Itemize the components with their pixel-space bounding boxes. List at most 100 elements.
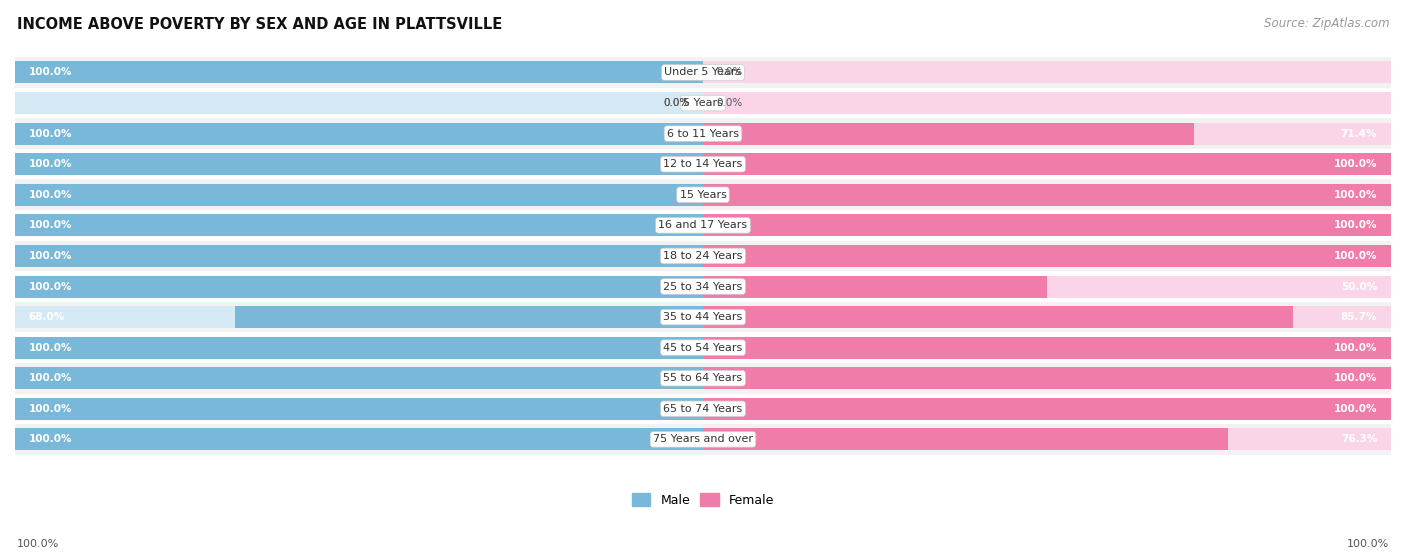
Legend: Male, Female: Male, Female	[627, 489, 779, 512]
Text: 100.0%: 100.0%	[1334, 343, 1378, 353]
Text: 100.0%: 100.0%	[28, 159, 72, 169]
Bar	[703, 337, 1391, 359]
Text: 15 Years: 15 Years	[679, 190, 727, 200]
Bar	[703, 153, 1391, 175]
Text: 100.0%: 100.0%	[17, 539, 59, 549]
Bar	[15, 153, 703, 175]
Bar	[15, 61, 703, 83]
Text: Under 5 Years: Under 5 Years	[665, 68, 741, 78]
Bar	[703, 276, 1047, 297]
Bar	[703, 153, 1391, 175]
Bar	[703, 92, 1391, 114]
Bar	[703, 184, 1391, 206]
Text: 35 to 44 Years: 35 to 44 Years	[664, 312, 742, 322]
Text: 100.0%: 100.0%	[1334, 251, 1378, 261]
Text: 100.0%: 100.0%	[1334, 159, 1378, 169]
Bar	[15, 333, 1391, 363]
Bar	[15, 210, 1391, 240]
Bar	[703, 367, 1391, 389]
Bar	[15, 88, 1391, 119]
Bar	[703, 61, 1391, 83]
Bar	[15, 276, 703, 297]
Text: 0.0%: 0.0%	[717, 68, 742, 78]
Bar	[15, 57, 1391, 88]
Bar	[15, 428, 703, 451]
Text: 6 to 11 Years: 6 to 11 Years	[666, 129, 740, 139]
Bar	[703, 122, 1194, 145]
Text: 0.0%: 0.0%	[664, 98, 689, 108]
Bar	[15, 337, 703, 359]
Bar	[15, 245, 703, 267]
Bar	[15, 367, 703, 389]
Bar	[703, 214, 1391, 236]
Bar	[15, 306, 703, 328]
Text: 16 and 17 Years: 16 and 17 Years	[658, 220, 748, 230]
Text: 76.3%: 76.3%	[1341, 434, 1378, 444]
Bar	[703, 184, 1391, 206]
Text: 100.0%: 100.0%	[28, 404, 72, 414]
Bar	[15, 153, 703, 175]
Text: 68.0%: 68.0%	[28, 312, 65, 322]
Text: 100.0%: 100.0%	[28, 190, 72, 200]
Text: 100.0%: 100.0%	[1347, 539, 1389, 549]
Bar	[15, 214, 703, 236]
Bar	[15, 149, 1391, 179]
Bar	[15, 122, 703, 145]
Text: 12 to 14 Years: 12 to 14 Years	[664, 159, 742, 169]
Bar	[15, 337, 703, 359]
Bar	[15, 271, 1391, 302]
Bar	[703, 306, 1391, 328]
Bar	[15, 245, 703, 267]
Bar	[703, 245, 1391, 267]
Bar	[15, 428, 703, 451]
Text: 25 to 34 Years: 25 to 34 Years	[664, 282, 742, 291]
Bar	[703, 398, 1391, 420]
Bar	[15, 184, 703, 206]
Bar	[235, 306, 703, 328]
Text: 100.0%: 100.0%	[28, 251, 72, 261]
Text: 50.0%: 50.0%	[1341, 282, 1378, 291]
Bar	[703, 306, 1292, 328]
Bar	[15, 179, 1391, 210]
Text: 100.0%: 100.0%	[1334, 220, 1378, 230]
Bar	[15, 119, 1391, 149]
Text: 71.4%: 71.4%	[1341, 129, 1378, 139]
Bar	[15, 240, 1391, 271]
Bar	[15, 367, 703, 389]
Bar	[15, 276, 703, 297]
Bar	[15, 214, 703, 236]
Bar	[703, 337, 1391, 359]
Text: 100.0%: 100.0%	[28, 68, 72, 78]
Bar	[15, 184, 703, 206]
Text: 100.0%: 100.0%	[28, 220, 72, 230]
Text: 100.0%: 100.0%	[28, 373, 72, 383]
Bar	[703, 122, 1391, 145]
Bar	[703, 398, 1391, 420]
Bar	[15, 363, 1391, 394]
Bar	[15, 424, 1391, 454]
Bar	[15, 398, 703, 420]
Text: 85.7%: 85.7%	[1341, 312, 1378, 322]
Text: Source: ZipAtlas.com: Source: ZipAtlas.com	[1264, 17, 1389, 30]
Text: 100.0%: 100.0%	[1334, 190, 1378, 200]
Bar	[15, 61, 703, 83]
Bar	[703, 276, 1391, 297]
Bar	[703, 245, 1391, 267]
Text: 45 to 54 Years: 45 to 54 Years	[664, 343, 742, 353]
Text: 0.0%: 0.0%	[717, 98, 742, 108]
Text: 75 Years and over: 75 Years and over	[652, 434, 754, 444]
Text: 5 Years: 5 Years	[683, 98, 723, 108]
Bar	[703, 367, 1391, 389]
Text: 100.0%: 100.0%	[1334, 404, 1378, 414]
Bar	[15, 398, 703, 420]
Bar	[15, 394, 1391, 424]
Text: 0.0%: 0.0%	[664, 98, 689, 108]
Text: 100.0%: 100.0%	[28, 282, 72, 291]
Text: 100.0%: 100.0%	[28, 434, 72, 444]
Text: 100.0%: 100.0%	[28, 129, 72, 139]
Bar	[703, 428, 1227, 451]
Bar	[15, 122, 703, 145]
Text: 18 to 24 Years: 18 to 24 Years	[664, 251, 742, 261]
Bar	[703, 214, 1391, 236]
Text: 55 to 64 Years: 55 to 64 Years	[664, 373, 742, 383]
